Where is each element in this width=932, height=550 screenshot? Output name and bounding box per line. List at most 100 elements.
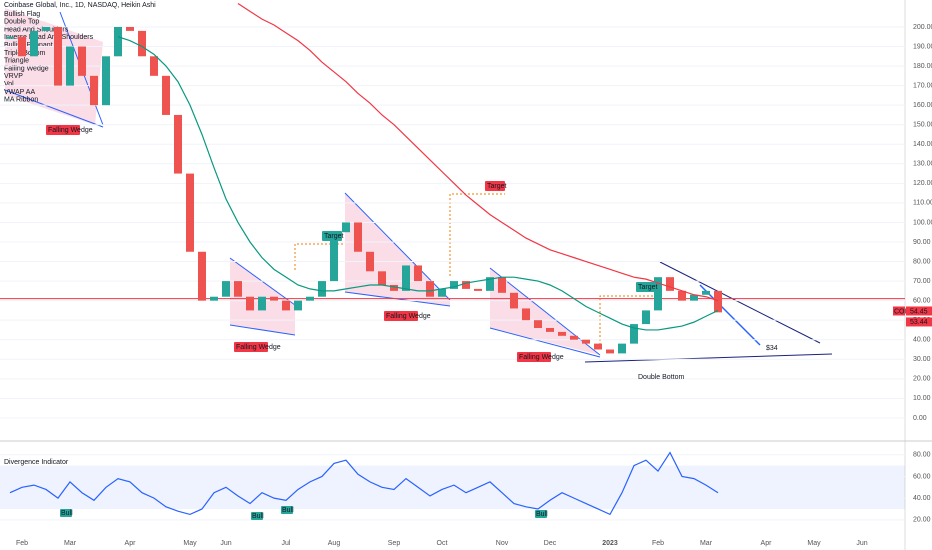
candle (582, 339, 590, 344)
candle (594, 343, 602, 350)
annotation-box (535, 510, 547, 518)
candle (318, 281, 326, 297)
candle (330, 232, 338, 282)
candle (534, 320, 542, 328)
y-tick-label: 180.00 (913, 63, 932, 70)
annotation: Double Bottom (638, 374, 684, 381)
candle (42, 26, 50, 31)
trend-line (659, 261, 821, 344)
candle (162, 75, 170, 115)
candle (414, 265, 422, 282)
x-tick-label: Dec (544, 540, 557, 547)
wedge-shade (230, 258, 295, 335)
trend-line (489, 327, 601, 358)
y-tick-label: 80.00 (913, 452, 931, 459)
candle (378, 271, 386, 285)
chart-title: Coinbase Global, Inc., 1D, NASDAQ, Heiki… (4, 2, 156, 9)
pane-title: Divergence Indicator (4, 459, 69, 466)
target-line (599, 295, 655, 345)
annotation: Falling Wedge (386, 313, 431, 320)
annotation: Target (487, 183, 507, 190)
series-line (237, 3, 719, 302)
x-tick-label: 2023 (602, 540, 618, 547)
candle (54, 26, 62, 86)
y-tick-label: 130.00 (913, 161, 932, 168)
annotation: Bull (252, 513, 264, 520)
indicator-label: VWAP AA (4, 89, 35, 96)
projection-arrow (699, 284, 761, 346)
y-tick-label: 200.00 (913, 24, 932, 31)
trend-line (229, 324, 296, 336)
candle (258, 296, 266, 311)
y-tick-label: 20.00 (913, 376, 931, 383)
x-tick-label: Feb (652, 540, 664, 547)
candle (66, 46, 74, 86)
annotation-box (251, 512, 263, 520)
candle (510, 292, 518, 309)
candle (474, 288, 482, 291)
annotation: Bull (61, 510, 73, 517)
candle (102, 56, 110, 106)
trend-line (4, 89, 104, 128)
indicator-label: Inverse Head And Shoulders (4, 34, 94, 41)
x-tick-label: Jul (282, 540, 291, 547)
candle (462, 281, 470, 289)
y-tick-label: 60.00 (913, 473, 931, 480)
x-tick-label: Mar (64, 540, 77, 547)
indicator-label: Bullish Flag (4, 11, 40, 18)
x-tick-label: Sep (388, 540, 401, 547)
annotation: Bull (282, 507, 294, 514)
candle (450, 281, 458, 289)
candle (246, 296, 254, 311)
candle (618, 343, 626, 354)
annotation-box (517, 352, 551, 362)
y-tick-label: 30.00 (913, 356, 931, 363)
y-tick-label: 160.00 (913, 102, 932, 109)
annotation-box (46, 125, 80, 135)
candle (714, 290, 722, 313)
candle (690, 294, 698, 301)
candle (90, 75, 98, 106)
y-tick-label: 110.00 (913, 200, 932, 207)
x-tick-label: Jun (220, 540, 231, 547)
x-tick-label: Oct (437, 540, 448, 547)
symbol-label: COIN (894, 308, 912, 315)
x-tick-label: Mar (700, 540, 713, 547)
annotation-box (485, 181, 505, 191)
indicator-label: Triangle (4, 58, 29, 65)
candle (6, 36, 14, 39)
y-tick-label: 70.00 (913, 278, 931, 285)
x-tick-label: May (183, 540, 197, 547)
indicator-label: Double Top (4, 19, 39, 26)
x-tick-label: Apr (125, 540, 137, 547)
annotation: Falling Wedge (519, 354, 564, 361)
candle (366, 251, 374, 272)
candle (78, 46, 86, 76)
candle (186, 173, 194, 252)
candle (642, 310, 650, 325)
candle (270, 296, 278, 301)
annotation: Falling Wedge (48, 127, 93, 134)
candle (654, 277, 662, 311)
y-tick-label: 10.00 (913, 395, 931, 402)
indicator-label: Vol (4, 81, 14, 88)
y-tick-label: 150.00 (913, 122, 932, 129)
y-tick-label: 40.00 (913, 337, 931, 344)
candle (150, 56, 158, 76)
candle (486, 277, 494, 291)
indicator-label: Bullish Pennant (4, 42, 53, 49)
price-tag (906, 306, 932, 316)
annotation-box (281, 506, 293, 514)
candle (222, 281, 230, 297)
annotation-box (322, 231, 342, 241)
candle (174, 114, 182, 174)
annotation: Bull (536, 511, 548, 518)
y-tick-label: 80.00 (913, 258, 931, 265)
candle (498, 277, 506, 293)
candle (138, 30, 146, 57)
indicator-label: VRVP (4, 73, 23, 80)
candle (546, 327, 554, 332)
candle (210, 296, 218, 301)
